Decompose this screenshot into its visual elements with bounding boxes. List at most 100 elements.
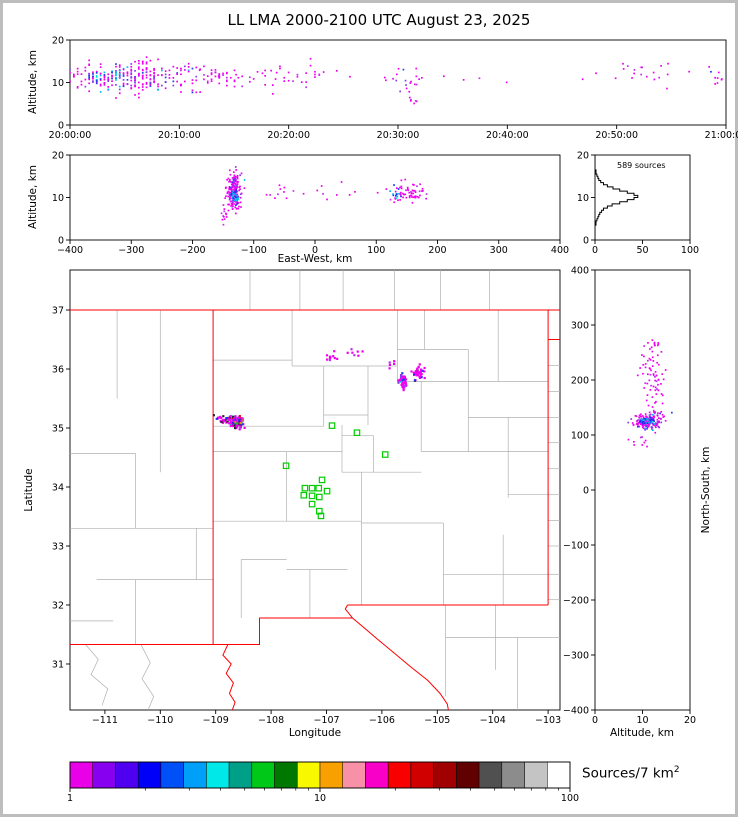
source-point <box>650 426 653 428</box>
source-point <box>191 91 194 94</box>
source-point <box>636 420 638 423</box>
source-point <box>300 81 303 83</box>
source-point <box>92 80 94 82</box>
source-point <box>410 192 413 194</box>
source-point <box>646 445 648 448</box>
source-point <box>232 179 235 181</box>
map-x-ticklabel: −103 <box>535 715 561 726</box>
source-point <box>402 384 405 387</box>
source-point <box>647 373 649 376</box>
source-point <box>238 189 240 192</box>
source-point <box>667 62 669 65</box>
source-point <box>421 77 423 79</box>
source-point <box>145 71 148 73</box>
source-point <box>405 196 408 199</box>
source-point <box>235 194 238 196</box>
source-point <box>361 350 364 353</box>
source-point <box>95 80 98 82</box>
source-point <box>231 189 233 191</box>
source-point <box>126 66 129 68</box>
source-point <box>320 185 323 187</box>
source-point <box>657 389 660 392</box>
source-point <box>408 90 411 93</box>
source-point <box>639 436 642 439</box>
source-point <box>232 192 234 194</box>
source-point <box>505 81 508 84</box>
source-point <box>145 86 148 89</box>
source-point <box>228 193 231 196</box>
source-point <box>229 76 232 79</box>
source-point <box>420 368 423 371</box>
source-point <box>415 100 418 103</box>
source-point <box>655 374 658 377</box>
source-point <box>180 84 182 86</box>
source-point <box>218 82 221 85</box>
source-point <box>134 84 136 87</box>
source-point <box>149 78 152 81</box>
source-point <box>413 195 416 198</box>
source-point <box>274 197 276 199</box>
source-point <box>264 69 266 72</box>
source-point <box>656 361 658 364</box>
source-point <box>631 422 634 424</box>
source-point <box>632 424 635 426</box>
source-point <box>336 194 338 196</box>
ns-frame <box>594 269 691 711</box>
lma-stations <box>282 422 389 520</box>
source-point <box>410 80 412 83</box>
source-point <box>234 195 236 198</box>
source-point <box>225 421 228 424</box>
source-point <box>413 102 415 105</box>
source-point <box>134 79 136 82</box>
source-point <box>239 174 241 177</box>
source-point <box>222 415 225 418</box>
source-point <box>657 344 659 347</box>
source-point <box>95 76 98 78</box>
source-point <box>408 196 411 199</box>
source-point <box>88 64 90 66</box>
source-point <box>397 67 400 70</box>
source-point <box>401 379 404 382</box>
source-point <box>645 422 647 424</box>
source-point <box>233 421 236 424</box>
ew-frame <box>69 154 561 241</box>
source-point <box>272 84 274 86</box>
source-point <box>405 189 407 192</box>
ew-axes: −400 −300 −200 −100 0 100 200 300 400 0 10 20 <box>52 151 569 257</box>
source-point <box>654 431 657 434</box>
source-point <box>161 69 163 72</box>
station-marker <box>318 476 326 484</box>
station-marker <box>353 429 361 437</box>
source-point <box>240 417 243 420</box>
source-point <box>138 96 140 99</box>
source-point <box>350 348 353 351</box>
source-point <box>235 212 237 215</box>
source-point <box>633 444 636 446</box>
source-point <box>73 75 75 78</box>
source-point <box>399 193 402 196</box>
source-point <box>652 413 654 416</box>
source-point <box>223 208 226 210</box>
source-point <box>235 192 237 194</box>
source-point <box>422 190 424 192</box>
source-point <box>122 73 125 76</box>
source-point <box>408 96 411 99</box>
source-point <box>230 205 232 207</box>
source-point <box>95 78 98 81</box>
source-point <box>234 415 237 418</box>
source-point <box>412 196 415 199</box>
source-point <box>235 199 238 202</box>
source-point <box>76 73 79 75</box>
map-y-ticklabel: 34 <box>52 482 64 493</box>
map-y-ticklabel: 37 <box>52 306 64 317</box>
source-point <box>643 345 645 347</box>
source-point <box>394 190 397 193</box>
source-point <box>226 179 228 181</box>
source-point <box>237 198 240 201</box>
source-point <box>221 420 224 423</box>
ns-axes: 0 10 20 400 300 200 100 0 −100 −200 −300 −400 <box>563 266 696 727</box>
source-point <box>126 71 129 74</box>
source-point <box>716 82 719 84</box>
source-point <box>400 195 402 198</box>
source-point <box>419 194 421 197</box>
